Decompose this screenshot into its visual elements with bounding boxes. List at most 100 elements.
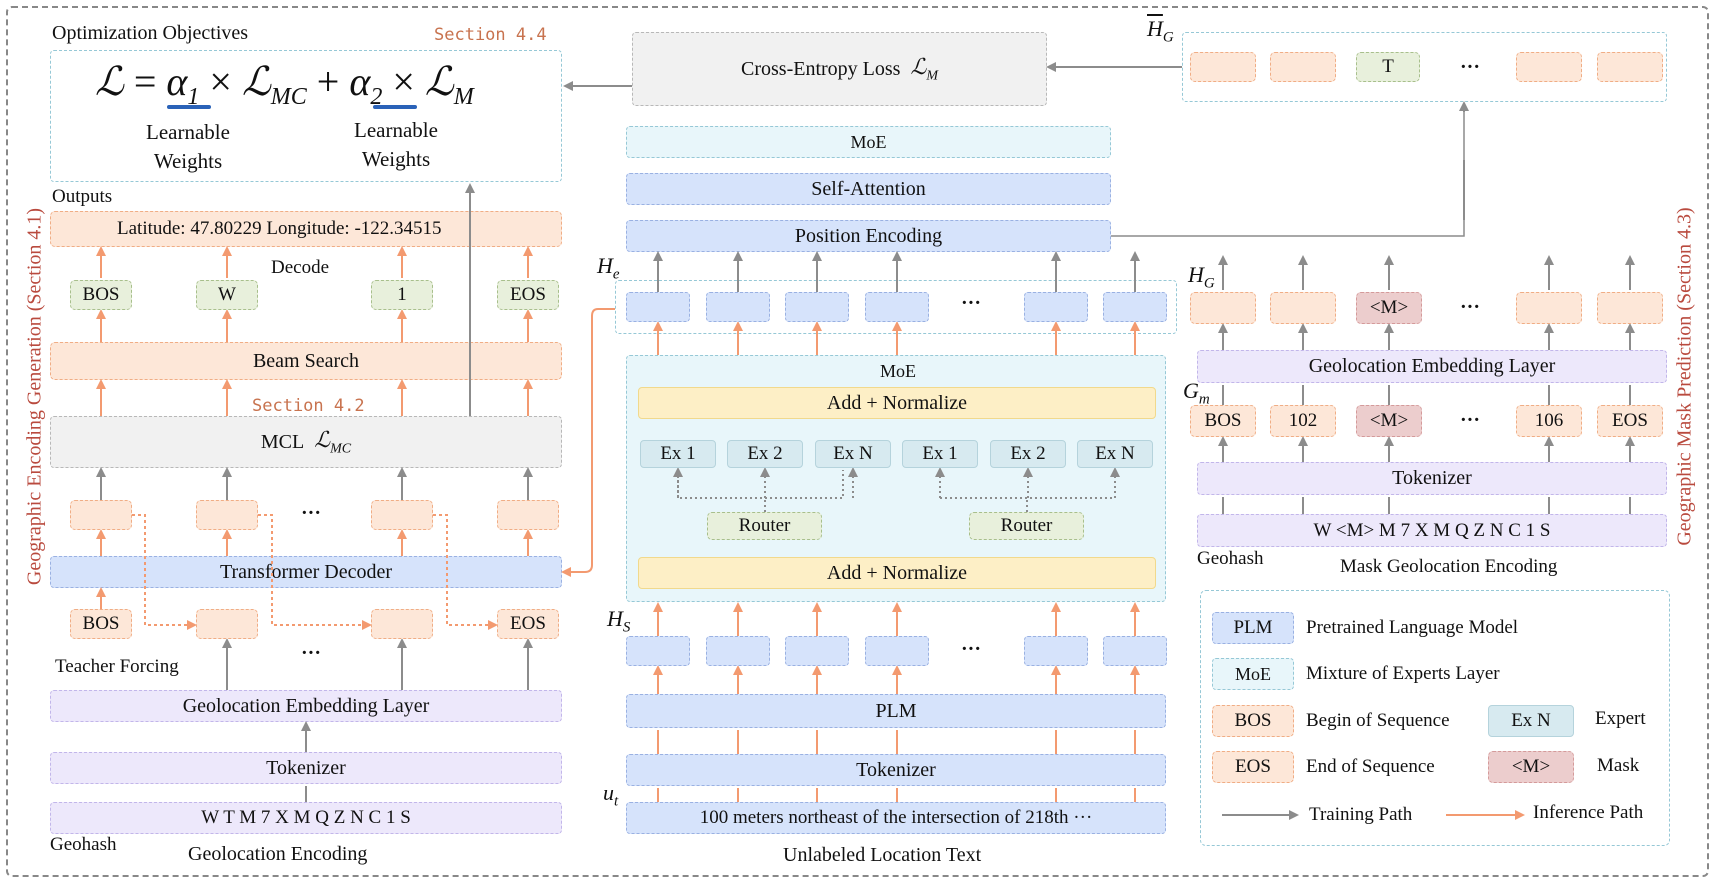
hs-state — [1103, 636, 1167, 666]
left-tf-ellipsis: ··· — [301, 642, 322, 664]
outputs-label: Outputs — [52, 186, 113, 207]
left-hidden-state — [70, 500, 132, 530]
hg-token — [1190, 292, 1256, 324]
alpha-2: α2 — [349, 59, 383, 110]
self-attention-box: Self-Attention — [626, 173, 1111, 205]
ut-label: ut — [603, 780, 619, 810]
right-top-ellipsis: ··· — [1459, 55, 1480, 78]
tf-eos-token: EOS — [497, 609, 559, 639]
hg-bar-container — [1182, 32, 1667, 102]
loss-symbol: ℒ — [95, 59, 124, 104]
gm-token: EOS — [1597, 405, 1663, 437]
alpha2-underline — [373, 105, 417, 109]
tf-dotted-path — [258, 514, 372, 630]
unlabeled-text-caption: Unlabeled Location Text — [783, 844, 982, 866]
expert-box: Ex 2 — [727, 440, 803, 468]
legend-plm-key: PLM — [1212, 612, 1294, 644]
legend-training-label: Training Path — [1309, 804, 1413, 825]
left-hidden-ellipsis: ··· — [301, 502, 322, 524]
teacher-forcing-label: Teacher Forcing — [55, 656, 179, 677]
tf-dotted-path — [132, 514, 197, 630]
beam-search-box: Beam Search — [50, 342, 562, 380]
he-state — [1024, 292, 1088, 322]
legend-exn-desc: Expert — [1595, 708, 1646, 729]
hg-bar-token — [1516, 52, 1582, 82]
times-sign-2: × — [392, 59, 415, 104]
loss-mc-term: ℒMC — [241, 59, 307, 110]
alpha1-underline — [167, 105, 211, 109]
hg-token — [1597, 292, 1663, 324]
times-sign-1: × — [209, 59, 232, 104]
hs-state — [626, 636, 690, 666]
tf-shifted-state — [196, 609, 258, 639]
decode-token: W — [196, 280, 258, 310]
legend-bos-desc: Begin of Sequence — [1306, 710, 1450, 731]
hs-state — [706, 636, 770, 666]
learnable-weights-2: Learnable Weights — [354, 118, 438, 171]
expert-box: Ex N — [1077, 440, 1153, 468]
section-4-4-label: Section 4.4 — [434, 25, 547, 45]
equals-sign: = — [133, 59, 157, 104]
hs-state — [1024, 636, 1088, 666]
expert-box: Ex 1 — [902, 440, 978, 468]
decode-label: Decode — [271, 257, 330, 278]
outer-frame — [6, 6, 1709, 877]
left-hidden-state — [371, 500, 433, 530]
cross-entropy-loss-box: Cross-Entropy Loss ℒM — [632, 32, 1047, 106]
legend-moe-desc: Mixture of Experts Layer — [1306, 663, 1500, 684]
left-geohash-box: W T M 7 X M Q Z N C 1 S — [50, 802, 562, 834]
middle-tokenizer-box: Tokenizer — [626, 754, 1166, 786]
legend-moe-key: MoE — [1212, 658, 1294, 690]
legend-bos-key: BOS — [1212, 705, 1294, 737]
hg-token — [1270, 292, 1336, 324]
objectives-title: Optimization Objectives — [52, 22, 249, 44]
legend-mask-desc: Mask — [1597, 755, 1640, 776]
gm-ellipsis: ··· — [1459, 408, 1480, 431]
he-state — [626, 292, 690, 322]
legend-mask-key: <M> — [1488, 751, 1574, 783]
hg-bar-token — [1190, 52, 1256, 82]
right-link — [1111, 112, 1465, 237]
hs-label: HS — [607, 606, 631, 636]
add-normalize-top: Add + Normalize — [638, 387, 1156, 419]
input-text-box: 100 meters northeast of the intersection… — [626, 802, 1166, 834]
geolocation-encoding-caption: Geolocation Encoding — [188, 843, 368, 865]
left-hidden-state — [196, 500, 258, 530]
legend-exn-key: Ex N — [1488, 705, 1574, 737]
hg-token — [1516, 292, 1582, 324]
left-geohash-label: Geohash — [50, 834, 117, 855]
he-state — [865, 292, 929, 322]
position-encoding-box: Position Encoding — [626, 220, 1111, 252]
right-geohash-label: Geohash — [1197, 548, 1264, 569]
hs-state — [865, 636, 929, 666]
left-tokenizer-box: Tokenizer — [50, 752, 562, 784]
learnable-weights-1: Learnable Weights — [146, 120, 230, 173]
mcl-box: MCL ℒMC — [50, 416, 562, 468]
tf-dotted-path — [433, 514, 498, 630]
outputs-box: Latitude: 47.80229 Longitude: -122.34515 — [50, 211, 562, 247]
legend-eos-key: EOS — [1212, 751, 1294, 783]
hs-state — [785, 636, 849, 666]
hg-bar-label: HG — [1147, 16, 1174, 46]
router1-dotted — [677, 470, 844, 499]
tf-shifted-state — [371, 609, 433, 639]
add-normalize-bottom: Add + Normalize — [638, 557, 1156, 589]
alpha-1: α1 — [166, 59, 200, 110]
legend-plm-desc: Pretrained Language Model — [1306, 617, 1519, 638]
hg-bar-token — [1597, 52, 1663, 82]
masked-geohash-box: W <M> M 7 X M Q Z N C 1 S — [1197, 514, 1667, 547]
legend-inference-label: Inference Path — [1533, 802, 1644, 823]
he-ellipsis: ··· — [961, 292, 982, 314]
gm-label: Gm — [1183, 378, 1210, 408]
hg-token: <M> — [1356, 292, 1422, 324]
mask-geo-encoding-caption: Mask Geolocation Encoding — [1340, 556, 1558, 577]
expert-box: Ex 2 — [990, 440, 1066, 468]
right-tokenizer-box: Tokenizer — [1197, 462, 1667, 495]
gm-token: 102 — [1270, 405, 1336, 437]
objective-equation: ℒ = α1 × ℒMC + α2 × ℒM — [95, 58, 474, 111]
legend-box — [1200, 590, 1670, 846]
hs-ellipsis: ··· — [961, 638, 982, 660]
expert-box: Ex 1 — [640, 440, 716, 468]
